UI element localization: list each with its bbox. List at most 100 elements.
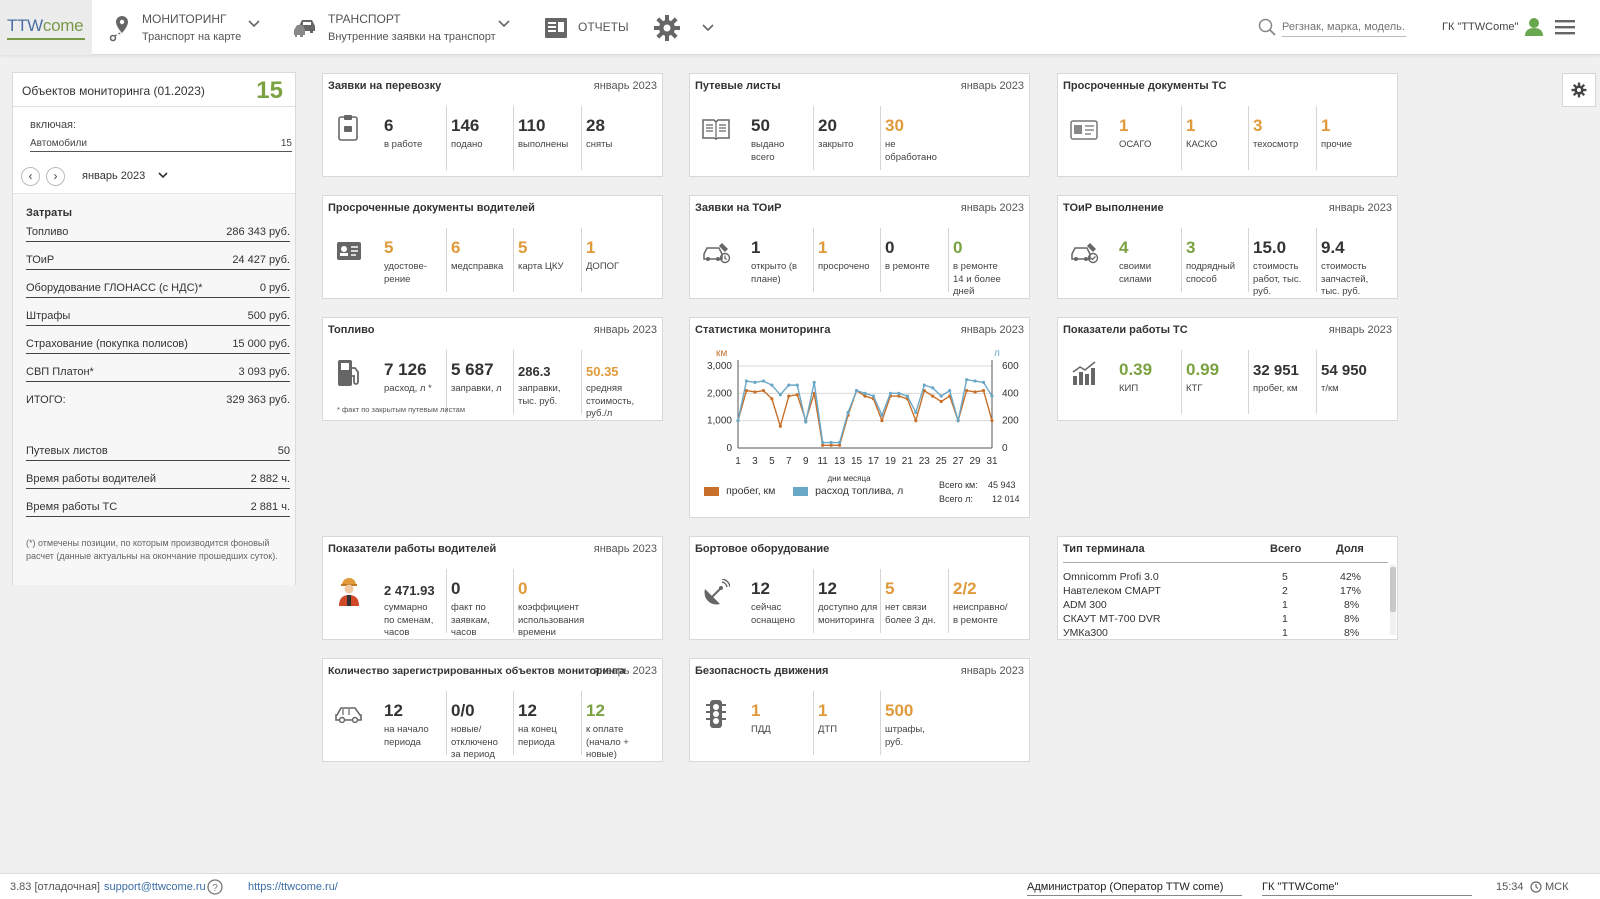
nav-monitoring-sub[interactable]: Транспорт на карте [142,31,242,43]
card-waybills[interactable]: Путевые листы январь 2023 50 выдано всего… [689,73,1030,177]
series-point [744,379,749,383]
chevron-down-icon[interactable] [248,20,260,28]
series-point [838,440,842,445]
legend-item[interactable]: расход топлива, л [793,485,903,497]
legend-label: пробег, км [726,485,776,498]
y-tick-label: 1,000 [707,416,732,427]
series-point [863,391,867,395]
traffic-light-icon [706,700,726,728]
search-icon[interactable] [1258,18,1276,36]
chevron-down-icon[interactable] [702,24,714,32]
series-point [880,419,884,423]
search-input[interactable] [1282,17,1406,37]
help-icon[interactable]: ? [207,879,223,895]
nav-transport-title[interactable]: ТРАНСПОРТ [328,12,401,26]
card-monitoring-stats[interactable]: Статистика мониторинга январь 2023 0 0 1,0… [689,317,1030,518]
card-onboard-equipment[interactable]: Бортовое оборудование 12 сейчас оснащено … [689,536,1030,640]
chevron-down-icon[interactable] [498,20,510,28]
period-selector[interactable]: ‹ › январь 2023 [21,167,181,187]
card-title: Бортовое оборудование [695,543,830,555]
clock-icon [1530,881,1542,893]
card-period: январь 2023 [593,665,657,677]
series-point [821,443,825,447]
table-cell: 8% [1344,613,1360,625]
satellite-dish-icon [704,579,730,605]
period-label[interactable]: январь 2023 [82,170,146,182]
series-point [778,393,782,397]
hamburger-menu-icon[interactable] [1555,19,1575,35]
card-title: Статистика мониторинга [695,324,831,336]
nav-reports[interactable]: ОТЧЕТЫ [543,0,633,55]
cost-total-row: ИТОГО: 329 363 руб. [26,394,290,406]
card-traffic-safety[interactable]: Безопасность движения январь 2023 1 ПДД 1… [689,658,1030,762]
book-icon [702,119,730,140]
card-driver-performance[interactable]: Показатели работы водителей январь 2023 … [322,536,663,640]
legend-label: расход топлива, л [815,485,904,498]
scrollbar-thumb[interactable] [1390,567,1396,612]
card-title: Заявки на перевозку [328,80,442,92]
timezone: МСК [1545,881,1569,893]
costs-section [13,194,295,585]
scrollbar[interactable] [1390,565,1396,635]
card-fuel[interactable]: Топливо январь 2023 7 126 расход, л * 5 6… [322,317,663,421]
table-cell: 8% [1344,627,1360,639]
org-field[interactable]: ГК "TTWCome" [1262,878,1472,896]
including-label: включая: [30,119,77,131]
series-point [931,386,935,390]
nav-transport-sub[interactable]: Внутренние заявки на транспорт [328,31,496,43]
series-point [888,391,892,395]
x-tick-label: 1 [735,456,741,467]
card-vehicle-performance[interactable]: Показатели работы ТС январь 2023 0.39 КИП… [1057,317,1398,421]
series-point [770,383,774,387]
card-title: Заявки на ТОиР [695,202,782,214]
nav-monitoring-title[interactable]: МОНИТОРИНГ [142,12,227,26]
series-point [931,394,935,398]
card-terminal-types[interactable]: Тип терминала Всего Доля Omnicomm Profi … [1057,536,1398,640]
card-title: Безопасность движения [695,665,829,677]
reports-icon [545,18,567,38]
column-header: Тип терминала [1063,543,1145,555]
card-overdue-vehicle-docs[interactable]: Просроченные документы ТС 1 ОСАГО 1 КАСКО … [1057,73,1398,177]
logo[interactable]: TTWcome [7,16,84,35]
nav-reports-title[interactable]: ОТЧЕТЫ [578,20,629,34]
dashboard-settings-button[interactable] [1562,73,1596,107]
logo-area[interactable]: TTWcome [0,0,92,55]
auto-value: 15 [280,138,292,149]
support-email-link[interactable]: support@ttwcome.ru [104,881,206,893]
monitoring-objects-title: Объектов мониторинга (01.2023) [22,84,205,98]
x-tick-label: 5 [769,456,775,467]
series-point [778,424,782,428]
series-point [795,383,799,387]
legend-swatch [793,486,808,496]
user-field[interactable]: Администратор (Оператор TTW come) [1027,878,1242,896]
series-point [965,389,969,393]
legend-item[interactable]: пробег, км [704,485,775,497]
monitoring-objects-count[interactable]: 15 [256,77,283,104]
card-registered-objects[interactable]: Количество зарегистрированных объектов м… [322,658,663,762]
left-summary-panel: Объектов мониторинга (01.2023) 15 включа… [12,72,296,585]
series-point [744,389,749,393]
nav-monitoring[interactable]: МОНИТОРИНГ Транспорт на карте [108,0,268,55]
site-link[interactable]: https://ttwcome.ru/ [248,881,338,893]
chevron-down-icon[interactable] [158,172,168,179]
user-icon[interactable] [1525,17,1543,37]
prev-period-button[interactable]: ‹ [21,167,40,186]
series-point [753,390,757,394]
series-point [981,380,986,384]
gear-icon[interactable] [653,14,681,42]
card-title: Топливо [328,324,375,336]
y-tick-label: 0 [726,443,732,454]
table-cell: 1 [1282,613,1288,625]
auto-row[interactable]: Автомобили 15 [30,138,292,152]
card-maintenance-requests[interactable]: Заявки на ТОиР январь 2023 1 открыто (в п… [689,195,1030,299]
org-name[interactable]: ГК "TTWCome" [1442,21,1519,33]
cost-row: Оборудование ГЛОНАСС (с НДС)* 0 руб. [26,280,290,298]
logo-underline [7,38,85,40]
nav-transport[interactable]: ТРАНСПОРТ Внутренние заявки на транспорт [293,0,513,55]
next-period-button[interactable]: › [46,167,65,186]
card-overdue-driver-docs[interactable]: Просроченные документы водителей 5 удосто… [322,195,663,299]
card-maintenance-execution[interactable]: ТОиР выполнение январь 2023 4 своими сила… [1057,195,1398,299]
total-l-value: 12 014 [992,494,1020,504]
